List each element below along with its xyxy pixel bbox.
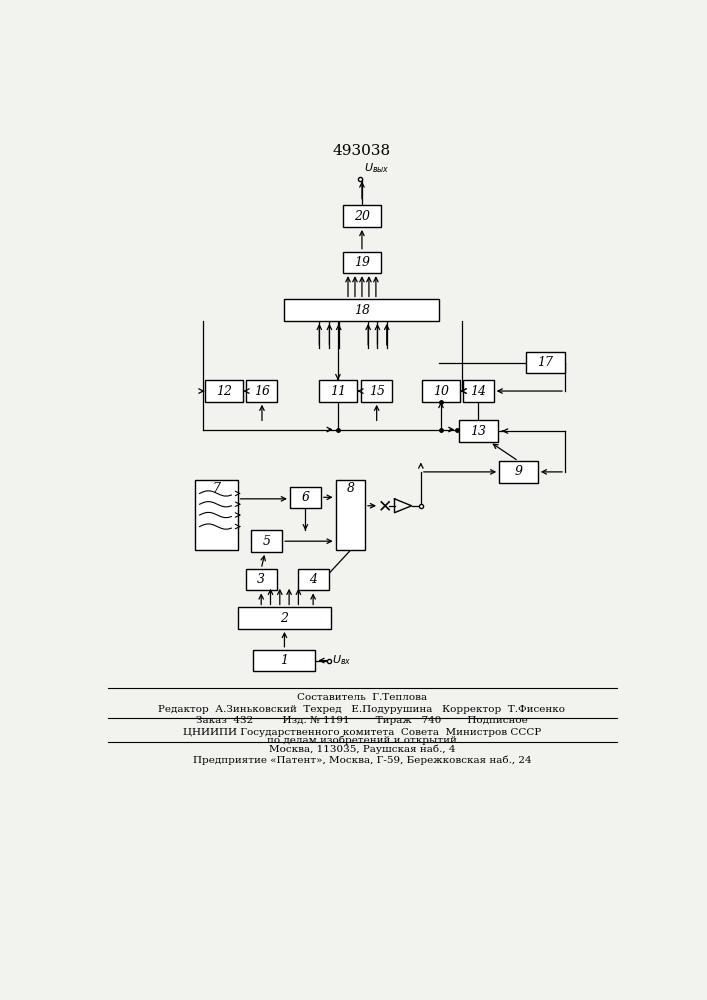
Bar [336, 480, 365, 550]
Text: по делам изобретений и открытий: по делам изобретений и открытий [267, 736, 457, 745]
Bar [238, 607, 331, 629]
Text: $U_{вых}$: $U_{вых}$ [363, 162, 389, 175]
Text: $U_{вх}$: $U_{вх}$ [332, 654, 352, 667]
Text: 6: 6 [301, 491, 310, 504]
Bar [195, 480, 238, 550]
Text: 20: 20 [354, 210, 370, 223]
Text: 11: 11 [330, 385, 346, 398]
Text: 5: 5 [262, 535, 271, 548]
Text: 2: 2 [281, 612, 288, 625]
Text: 15: 15 [368, 385, 385, 398]
Text: 18: 18 [354, 304, 370, 317]
Bar [204, 380, 243, 402]
Text: Редактор  А.Зиньковский  Техред   Е.Подурушина   Корректор  Т.Фисенко: Редактор А.Зиньковский Техред Е.Подуруши… [158, 705, 566, 714]
Bar [526, 352, 565, 373]
Text: 4: 4 [309, 573, 317, 586]
Text: 19: 19 [354, 256, 370, 269]
Text: Составитель  Г.Теплова: Составитель Г.Теплова [297, 693, 427, 702]
Bar [499, 461, 538, 483]
Text: 9: 9 [515, 465, 522, 478]
Bar [361, 380, 392, 402]
Text: 3: 3 [257, 573, 265, 586]
Text: 17: 17 [537, 356, 554, 369]
Bar [343, 252, 381, 273]
Text: ЦНИИПИ Государственного комитета  Совета  Министров СССР: ЦНИИПИ Государственного комитета Совета … [183, 728, 541, 737]
Text: Предприятие «Патент», Москва, Г-59, Бережковская наб., 24: Предприятие «Патент», Москва, Г-59, Бере… [192, 756, 531, 765]
Text: 1: 1 [281, 654, 288, 667]
Bar [462, 380, 493, 402]
Bar [251, 530, 282, 552]
Bar [319, 380, 357, 402]
Bar [421, 380, 460, 402]
Bar [253, 650, 315, 671]
Text: Заказ  432         Изд. № 1191        Тираж   740        Подписное: Заказ 432 Изд. № 1191 Тираж 740 Подписно… [196, 716, 528, 725]
Text: 16: 16 [254, 385, 270, 398]
Text: 12: 12 [216, 385, 232, 398]
Text: 8: 8 [346, 482, 354, 495]
Bar [284, 299, 440, 321]
Bar [247, 380, 277, 402]
Bar [246, 569, 276, 590]
Text: Москва, 113035, Раушская наб., 4: Москва, 113035, Раушская наб., 4 [269, 744, 455, 754]
Text: 7: 7 [212, 482, 221, 495]
Bar [298, 569, 329, 590]
Text: 493038: 493038 [333, 144, 391, 158]
Text: 13: 13 [470, 425, 486, 438]
Bar [459, 420, 498, 442]
Text: 14: 14 [470, 385, 486, 398]
Bar [290, 487, 321, 508]
Bar [343, 205, 381, 227]
Text: 10: 10 [433, 385, 449, 398]
